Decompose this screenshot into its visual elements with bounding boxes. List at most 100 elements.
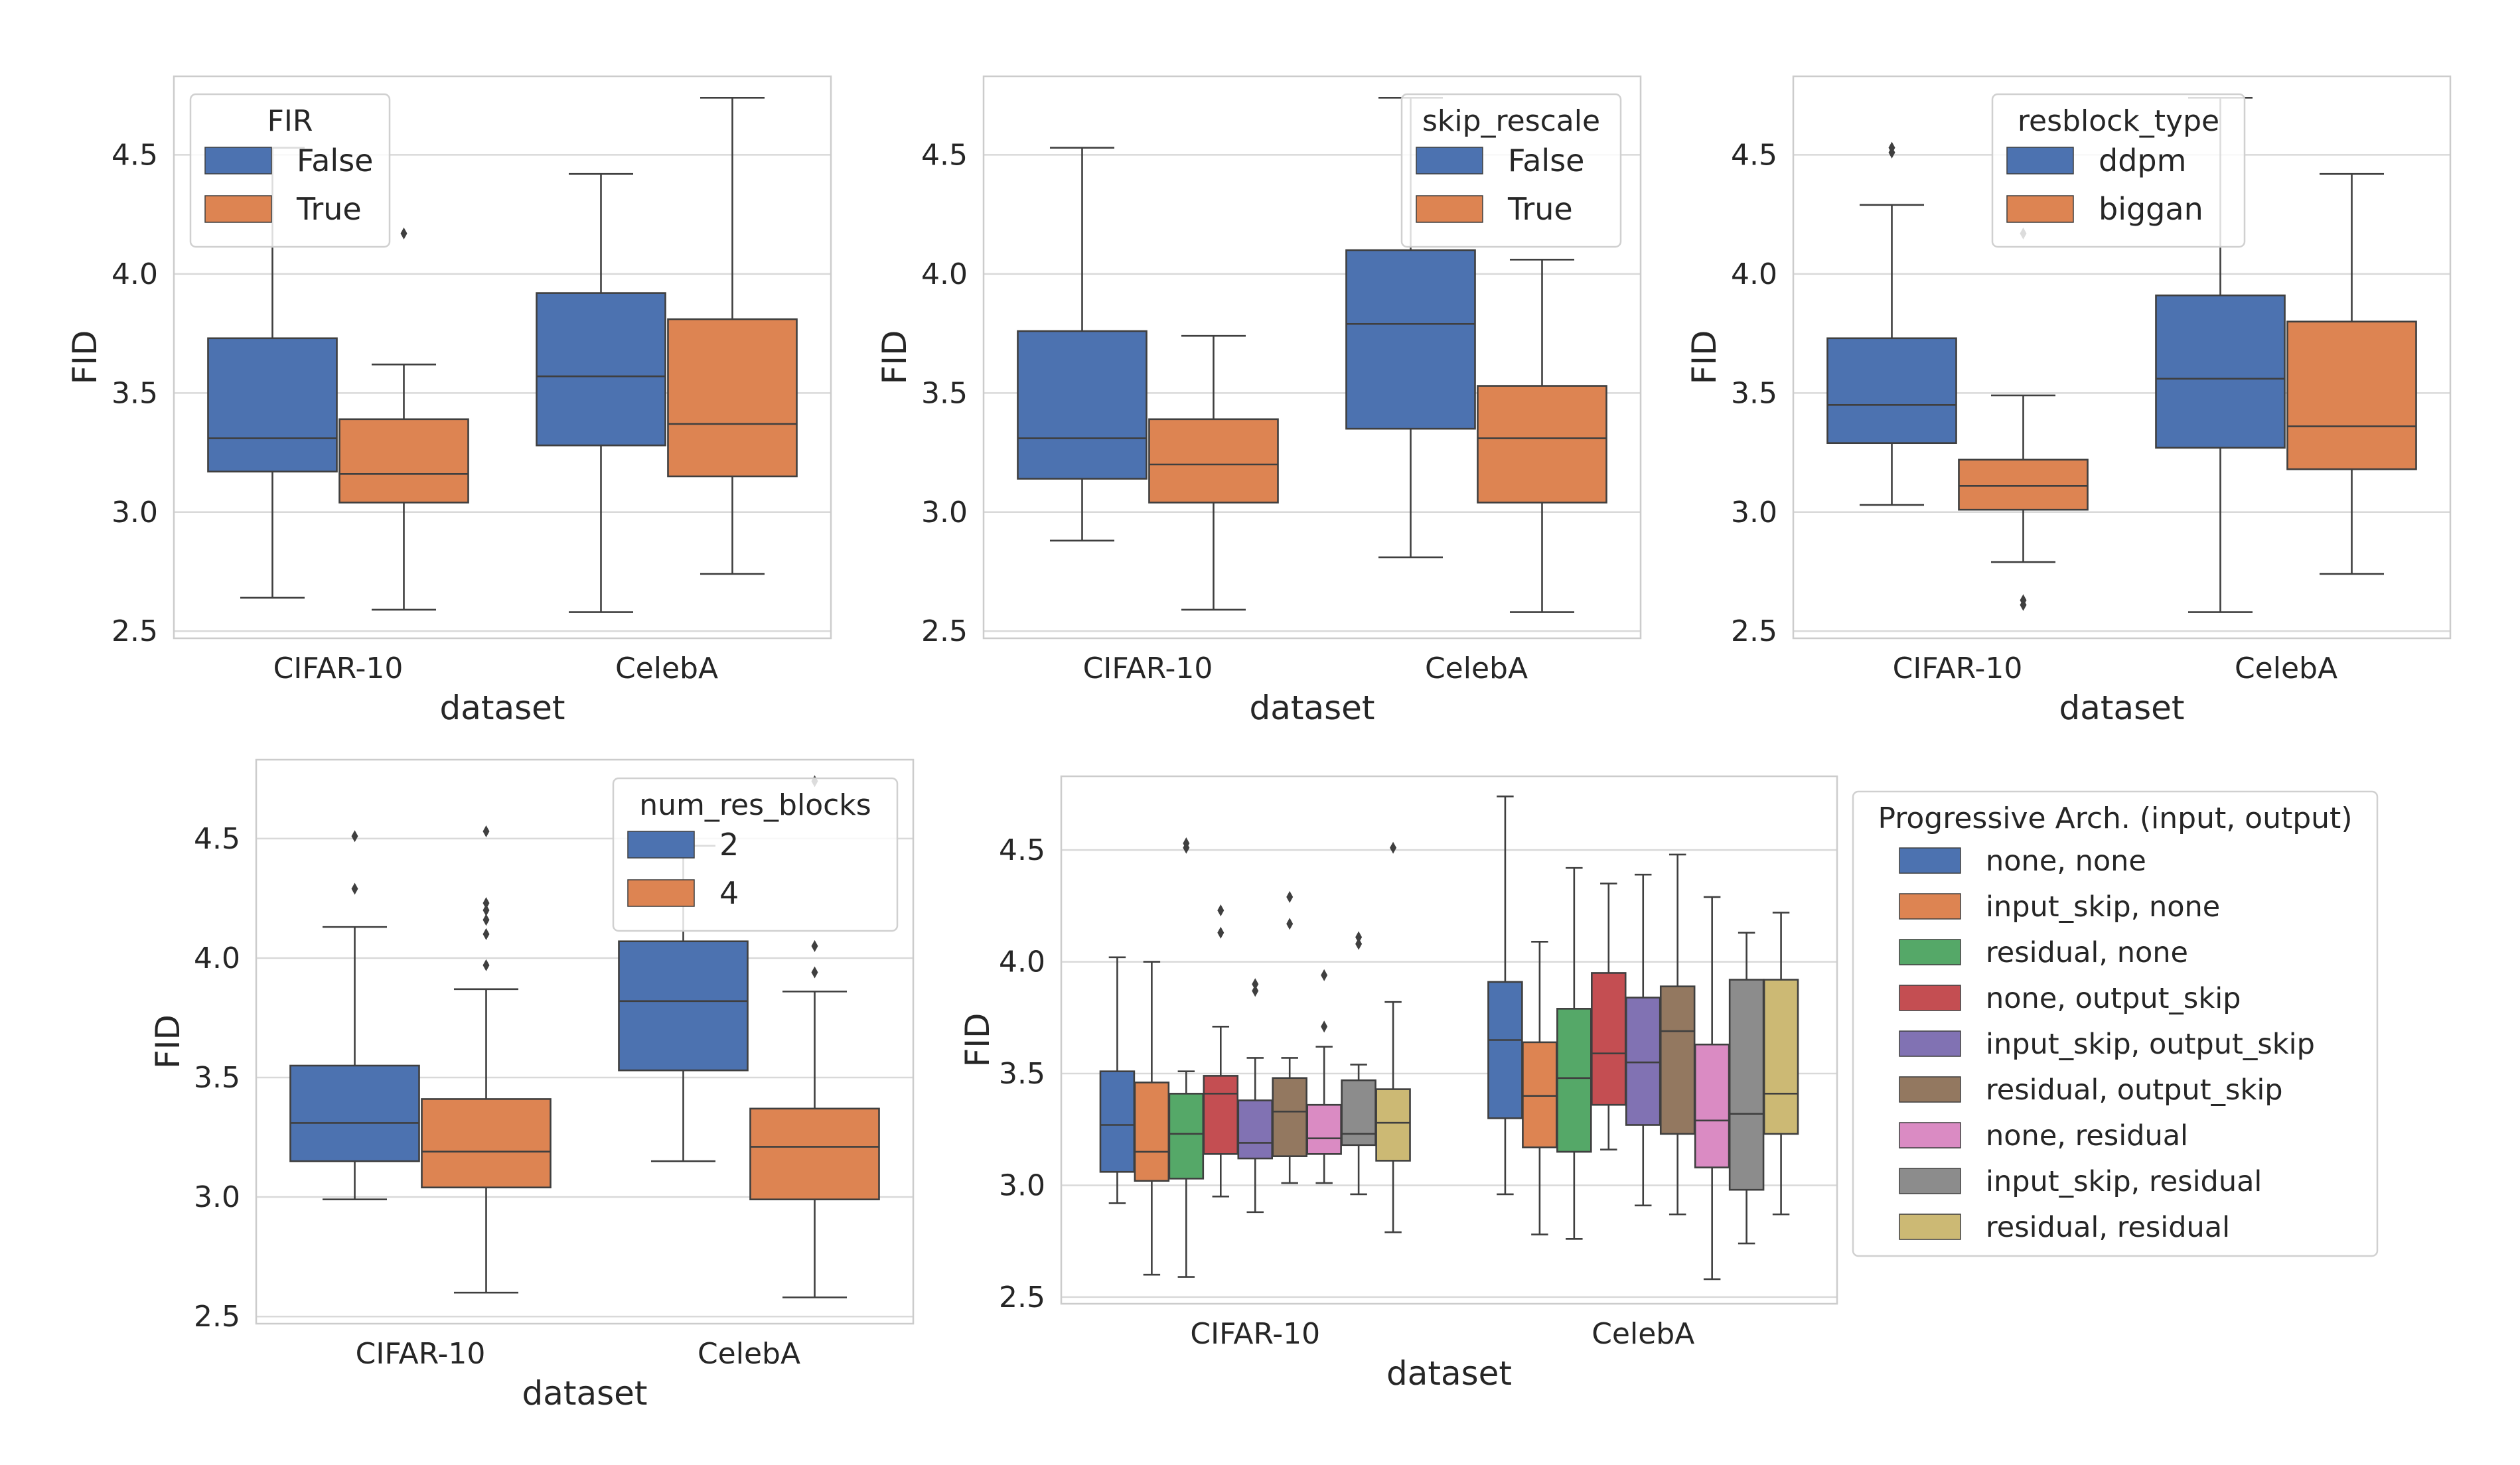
outlier-point <box>1217 904 1224 917</box>
x-axis-label: dataset <box>2059 689 2184 727</box>
outlier-point <box>482 928 490 940</box>
x-tick-label: CelebA <box>615 652 718 685</box>
axes-frame <box>255 758 915 1325</box>
y-tick-label: 3.5 <box>111 376 158 410</box>
box-iqr <box>1148 418 1279 504</box>
box-iqr <box>1958 458 2089 511</box>
legend-swatch <box>1416 195 1483 223</box>
legend-title: resblock_type <box>2018 104 2219 138</box>
box-none-output-skip-celeba <box>1591 882 1627 1151</box>
legend-label: True <box>296 191 362 227</box>
box-iqr <box>1237 1099 1274 1160</box>
legend-swatch <box>1899 847 1961 874</box>
y-tick-label: 2.5 <box>921 614 968 648</box>
outlier-point <box>482 825 490 838</box>
legend-swatch <box>1899 1076 1961 1103</box>
x-axis-label: dataset <box>1249 689 1374 727</box>
x-tick-label: CelebA <box>698 1337 800 1371</box>
box-iqr <box>1763 979 1799 1135</box>
outlier-point <box>400 227 408 240</box>
y-tick-label: 4.0 <box>1731 257 1777 291</box>
outlier-point <box>1355 931 1363 943</box>
legend-swatch <box>2006 195 2074 223</box>
legend-title: FIR <box>267 104 313 138</box>
box-iqr <box>749 1107 880 1201</box>
box-iqr <box>207 337 338 473</box>
box-none-residual-celeba <box>1694 896 1730 1281</box>
box-ddpm-celeba <box>2155 97 2286 613</box>
y-tick-label: 3.0 <box>921 496 968 529</box>
outlier-point <box>1355 938 1363 950</box>
legend-label: ddpm <box>2099 143 2186 178</box>
y-tick-label: 3.5 <box>194 1061 240 1095</box>
y-tick-label: 3.5 <box>999 1057 1045 1091</box>
axes-frame <box>173 75 832 640</box>
subplot-1: 2.5 3.0 3.5 4.0 4.5 CIFAR-10 CelebA dataset FID F… <box>66 75 832 727</box>
box-input-skip-residual-celeba <box>1728 932 1765 1245</box>
legend-label: input_skip, residual <box>1986 1165 2262 1198</box>
y-tick-label: 4.0 <box>111 257 158 291</box>
outlier-point <box>482 897 490 910</box>
outlier-point <box>1286 918 1294 930</box>
box-iqr <box>1487 981 1523 1119</box>
y-tick-label: 4.5 <box>921 138 968 172</box>
legend-swatch <box>1899 985 1961 1011</box>
subplot-3: 2.5 3.0 3.5 4.0 4.5 CIFAR-10 CelebA dataset FID r… <box>1685 75 2452 727</box>
x-tick-label: CIFAR-10 <box>1083 652 1213 685</box>
y-tick-label: 3.0 <box>999 1168 1045 1202</box>
y-tick-label: 2.5 <box>111 614 158 648</box>
box-residual-residual-celeba <box>1763 912 1799 1216</box>
x-axis-label: dataset <box>439 689 565 727</box>
box-true-celeba <box>667 97 798 575</box>
legend-swatch <box>1899 1214 1961 1240</box>
box-false-cifar-10 <box>1017 147 1148 542</box>
box-iqr <box>618 940 749 1072</box>
legend-label: biggan <box>2099 191 2203 227</box>
box-iqr <box>1625 997 1661 1126</box>
y-axis-label: FID <box>1685 330 1724 384</box>
box-iqr <box>1522 1041 1558 1149</box>
box-residual-none-celeba <box>1556 867 1592 1240</box>
outlier-point <box>2020 594 2027 606</box>
legend-label: input_skip, none <box>1986 890 2220 924</box>
y-tick-label: 4.0 <box>921 257 968 291</box>
outlier-point <box>1390 841 1397 854</box>
legend-swatch <box>1899 1030 1961 1057</box>
box-input-skip-output-skip-celeba <box>1625 873 1661 1207</box>
outlier-point <box>1217 926 1224 939</box>
box-false-cifar-10 <box>207 147 338 599</box>
legend-swatch <box>1899 1168 1961 1194</box>
box-none-output-skip-cifar-10 <box>1203 904 1239 1198</box>
legend-label: False <box>1508 143 1584 178</box>
box-iqr <box>1556 1008 1592 1153</box>
y-tick-label: 4.5 <box>194 822 240 856</box>
box-iqr <box>1694 1043 1730 1168</box>
box-iqr <box>1203 1075 1239 1155</box>
legend-label: residual, residual <box>1986 1211 2230 1244</box>
box-iqr <box>2286 320 2417 470</box>
legend-label: 4 <box>719 875 739 911</box>
x-tick-label: CIFAR-10 <box>1893 652 2023 685</box>
axes-frame <box>1060 775 1838 1305</box>
legend-label: none, none <box>1986 845 2146 878</box>
y-axis-label: FID <box>875 330 914 384</box>
box-false-celeba <box>536 173 666 613</box>
outlier-point <box>482 914 490 926</box>
box-none-none-celeba <box>1487 796 1523 1196</box>
y-tick-label: 2.5 <box>194 1300 240 1334</box>
box-iqr <box>1306 1103 1342 1155</box>
legend-label: residual, output_skip <box>1986 1074 2283 1107</box>
outlier-point <box>1286 890 1294 903</box>
box-4-cifar-10 <box>421 825 552 1294</box>
x-tick-label: CelebA <box>1425 652 1528 685</box>
box-iqr <box>2155 294 2286 449</box>
box-iqr <box>1099 1070 1136 1173</box>
legend-swatch <box>1899 939 1961 965</box>
outlier-point <box>482 904 490 916</box>
box-residual-none-cifar-10 <box>1168 837 1205 1278</box>
outlier-point <box>351 882 358 895</box>
box-input-skip-output-skip-cifar-10 <box>1237 978 1274 1214</box>
box-iqr <box>1168 1093 1205 1180</box>
y-tick-label: 3.5 <box>1731 376 1777 410</box>
box-2-cifar-10 <box>289 830 420 1201</box>
